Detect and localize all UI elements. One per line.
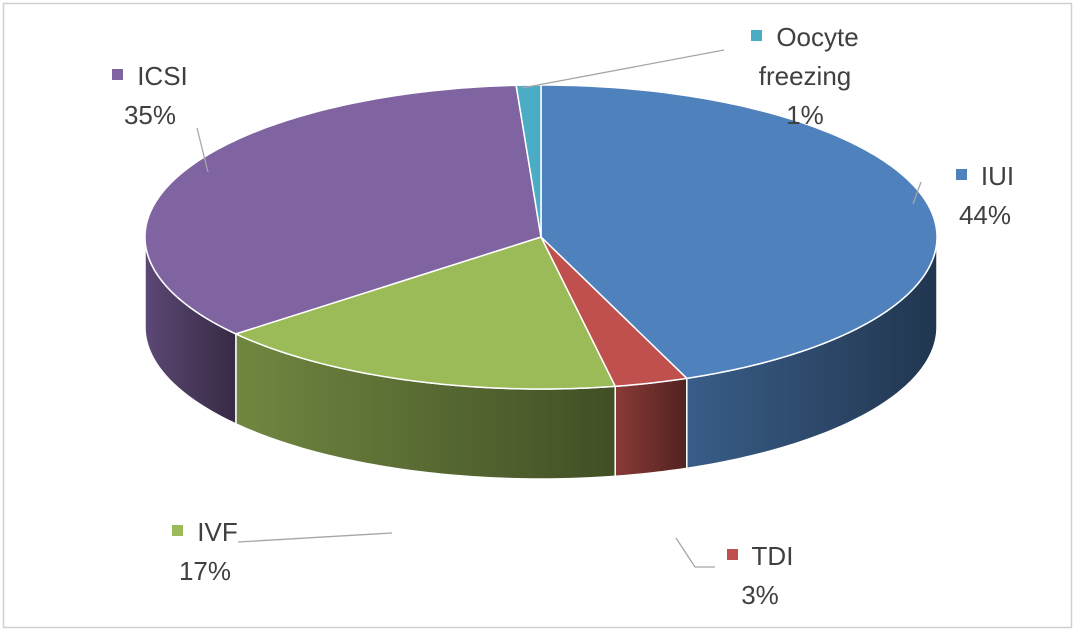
category-label: ICSI	[137, 61, 188, 91]
pie-slice	[540, 84, 938, 380]
category-label: TDI	[751, 541, 794, 571]
pie-slice	[540, 236, 689, 388]
data-label: Oocyte freezing 1%	[735, 18, 875, 135]
pie-slice-side	[614, 377, 688, 478]
data-label: IUI 44%	[925, 157, 1045, 235]
value-label: 1%	[786, 100, 824, 130]
value-label: 44%	[958, 200, 1012, 230]
label-category-line: Oocyte freezing	[735, 18, 875, 96]
leader-line	[237, 532, 393, 543]
legend-marker	[172, 524, 184, 536]
legend-marker	[751, 29, 763, 41]
label-category-line: IUI	[925, 157, 1045, 196]
category-label: IUI	[980, 161, 1015, 191]
category-label: IVF	[197, 517, 238, 547]
leader-line	[521, 49, 725, 89]
pie-slice	[144, 84, 542, 335]
category-label: Oocyte freezing	[758, 22, 859, 91]
value-label: 3%	[741, 580, 779, 610]
label-category-line: IVF	[145, 513, 265, 552]
leader-lines	[196, 49, 922, 568]
data-label: ICSI 35%	[90, 57, 210, 135]
leader-line	[196, 127, 209, 173]
leader-line	[912, 181, 922, 205]
legend-marker	[955, 168, 967, 180]
legend-marker	[112, 68, 124, 80]
data-label: IVF 17%	[145, 513, 265, 591]
legend-marker	[726, 548, 738, 560]
label-category-line: ICSI	[90, 57, 210, 96]
pie-slice	[233, 236, 617, 390]
value-label: 35%	[123, 100, 177, 130]
leader-line	[675, 537, 715, 568]
value-label: 17%	[178, 556, 232, 586]
label-category-line: TDI	[700, 537, 820, 576]
data-label: TDI 3%	[700, 537, 820, 615]
pie	[144, 84, 938, 480]
